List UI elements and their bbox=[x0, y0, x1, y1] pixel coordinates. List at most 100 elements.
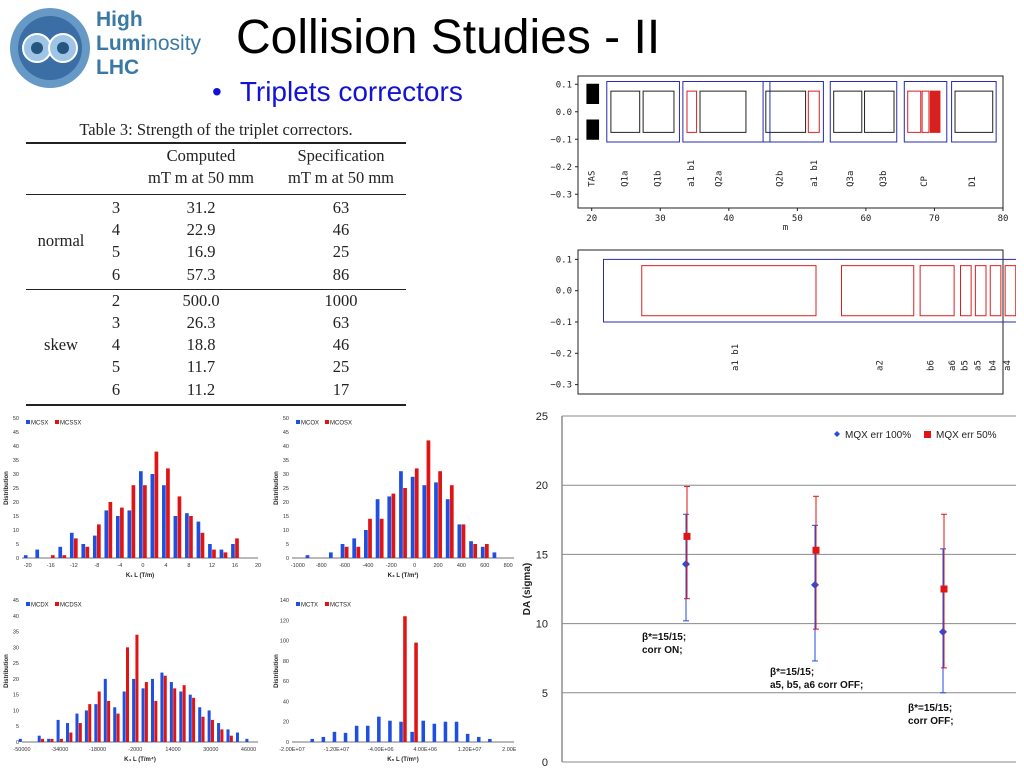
bar-mcsx bbox=[92, 535, 97, 558]
legend-label: MCTSX bbox=[330, 603, 351, 609]
bullet-text: Triplets correctors bbox=[239, 76, 463, 107]
histogram-mcsx: 0 5 10 15 20 25 30 35 40 45 50 -20 -16 -12 -8 -4 0 4 8 12 16… bbox=[4, 416, 261, 579]
layout-bottom-chart: 0.10.0−0.1−0.2−0.3ma1 b1a2b6a6b5a5b4a4b3… bbox=[550, 249, 1016, 395]
table-group-rule bbox=[26, 288, 406, 290]
y-tick-label: −0.1 bbox=[550, 135, 572, 145]
legend-label: MCDSX bbox=[60, 603, 82, 609]
bar-mcdx bbox=[179, 691, 183, 742]
legend-label: MCOSX bbox=[330, 421, 352, 427]
bar-mcssx bbox=[223, 552, 228, 558]
bar-mcdsx bbox=[144, 682, 148, 742]
x-tick-label: 30 bbox=[655, 214, 666, 224]
magnet-red bbox=[919, 265, 955, 317]
table-cell-computed: 18.8 bbox=[186, 335, 216, 355]
legend-label: MCOX bbox=[301, 421, 319, 427]
x-tick-label: 8 bbox=[187, 563, 190, 569]
bar-mcsx bbox=[127, 510, 132, 558]
x-tick-label: -2.00E+07 bbox=[279, 747, 305, 753]
bar-mcdx bbox=[188, 694, 192, 742]
bar-mcdx bbox=[37, 735, 41, 742]
bar-mcssx bbox=[73, 538, 78, 558]
y-axis-label: Distribution bbox=[4, 471, 10, 505]
bar-mcsx bbox=[139, 471, 143, 558]
x-tick-label: 800 bbox=[504, 563, 513, 569]
magnet-redfill bbox=[929, 90, 941, 133]
bar-mctx bbox=[454, 721, 459, 742]
legend-swatch-red bbox=[325, 420, 329, 424]
bar-mcosx bbox=[391, 493, 396, 558]
legend-label: MCTX bbox=[301, 603, 318, 609]
category-annotation: a5, b5, a6 corr OFF; bbox=[770, 680, 863, 691]
bar-mcssx bbox=[120, 507, 124, 558]
bar-mcdsx bbox=[69, 732, 73, 742]
bar-mcsx bbox=[58, 546, 63, 558]
y-tick-label: 60 bbox=[283, 679, 289, 685]
bar-mcosx bbox=[449, 485, 454, 558]
y-tick-label: 0.1 bbox=[556, 80, 572, 90]
bar-mcssx bbox=[212, 549, 216, 558]
table-top-rule bbox=[26, 142, 406, 144]
bullet-dot-icon: • bbox=[212, 76, 222, 107]
bar-mcdx bbox=[122, 691, 126, 742]
table-cell-computed: 22.9 bbox=[186, 220, 216, 240]
y-tick-label: −0.3 bbox=[550, 381, 572, 391]
y-tick-label: 0 bbox=[286, 556, 289, 562]
x-tick-label: 12 bbox=[209, 563, 215, 569]
element-label: Q1a bbox=[621, 171, 631, 187]
x-axis-label: K₄ L (T/m⁴) bbox=[124, 757, 156, 763]
bar-mcsx bbox=[81, 544, 86, 558]
y-tick-label: 5 bbox=[16, 542, 19, 548]
bar-mcdx bbox=[141, 688, 145, 742]
histogram-mctx: 0 20 40 60 80 100 120 140 -2.00E+07 -1.20E+07 -4.0… bbox=[274, 598, 516, 763]
bar-mcosx bbox=[473, 544, 478, 558]
bar-mcdx bbox=[160, 672, 164, 742]
histogram-mcdx: 0 5 10 15 20 25 30 35 40 45 -50000 -34000 -18000 -200… bbox=[4, 598, 258, 763]
table-group-label: skew bbox=[44, 335, 78, 355]
bar-mcdx bbox=[84, 710, 88, 742]
bar-mcssx bbox=[177, 496, 182, 558]
logo-text-nosity: nosity bbox=[146, 32, 202, 55]
bar-mcsx bbox=[219, 549, 224, 558]
bar-mcdsx bbox=[201, 716, 205, 742]
y-tick-label: 15 bbox=[13, 514, 19, 520]
table-cell-order: 4 bbox=[111, 335, 121, 355]
x-tick-label: 14000 bbox=[165, 747, 180, 753]
bar-mcsx bbox=[185, 513, 189, 558]
bar-mcdsx bbox=[182, 685, 186, 742]
y-tick-label: 10 bbox=[283, 528, 289, 534]
da-scatter-chart: 0 5 10 15 20 25 DA (sigma) MQX err 100% MQX err … bbox=[522, 411, 1016, 768]
magnet-outer bbox=[903, 81, 948, 143]
y-tick-label: 10 bbox=[13, 528, 19, 534]
x-tick-label: -600 bbox=[339, 563, 350, 569]
x-tick-label: 60 bbox=[860, 214, 871, 224]
y-tick-label: 0 bbox=[16, 556, 19, 562]
x-tick-label: 200 bbox=[433, 563, 442, 569]
magnet-inner bbox=[954, 90, 994, 133]
bar-mcssx bbox=[97, 524, 101, 558]
bar-mctx bbox=[410, 731, 414, 742]
y-tick-label: 25 bbox=[13, 486, 19, 492]
y-tick-label: 40 bbox=[283, 699, 289, 705]
bar-mcosx bbox=[344, 546, 349, 558]
y-tick-label: 40 bbox=[13, 614, 19, 620]
bar-mcdx bbox=[235, 732, 239, 742]
magnet-red bbox=[907, 90, 922, 133]
x-tick-label: 70 bbox=[929, 214, 940, 224]
y-tick-label: 0 bbox=[286, 740, 289, 746]
magnet-outer bbox=[829, 81, 898, 143]
magnet-inner bbox=[833, 90, 863, 133]
bar-mctx bbox=[365, 725, 370, 742]
magnet-outer bbox=[682, 81, 771, 143]
bar-mcsx bbox=[35, 549, 40, 558]
x-tick-label: -1.20E+07 bbox=[324, 747, 350, 753]
bar-mcdx bbox=[103, 678, 107, 742]
magnet-inner bbox=[699, 90, 747, 133]
header-specification-unit: mT m at 50 mm bbox=[287, 168, 395, 187]
table-cell-order: 5 bbox=[111, 357, 121, 377]
magnet-solid bbox=[586, 83, 600, 104]
bar-mctx bbox=[432, 723, 437, 742]
point-mqx-100 bbox=[939, 627, 947, 636]
x-axis-label: K₁ L (T/m) bbox=[126, 573, 154, 579]
hl-lhc-logo bbox=[4, 2, 216, 94]
y-tick-label: 50 bbox=[283, 416, 289, 422]
